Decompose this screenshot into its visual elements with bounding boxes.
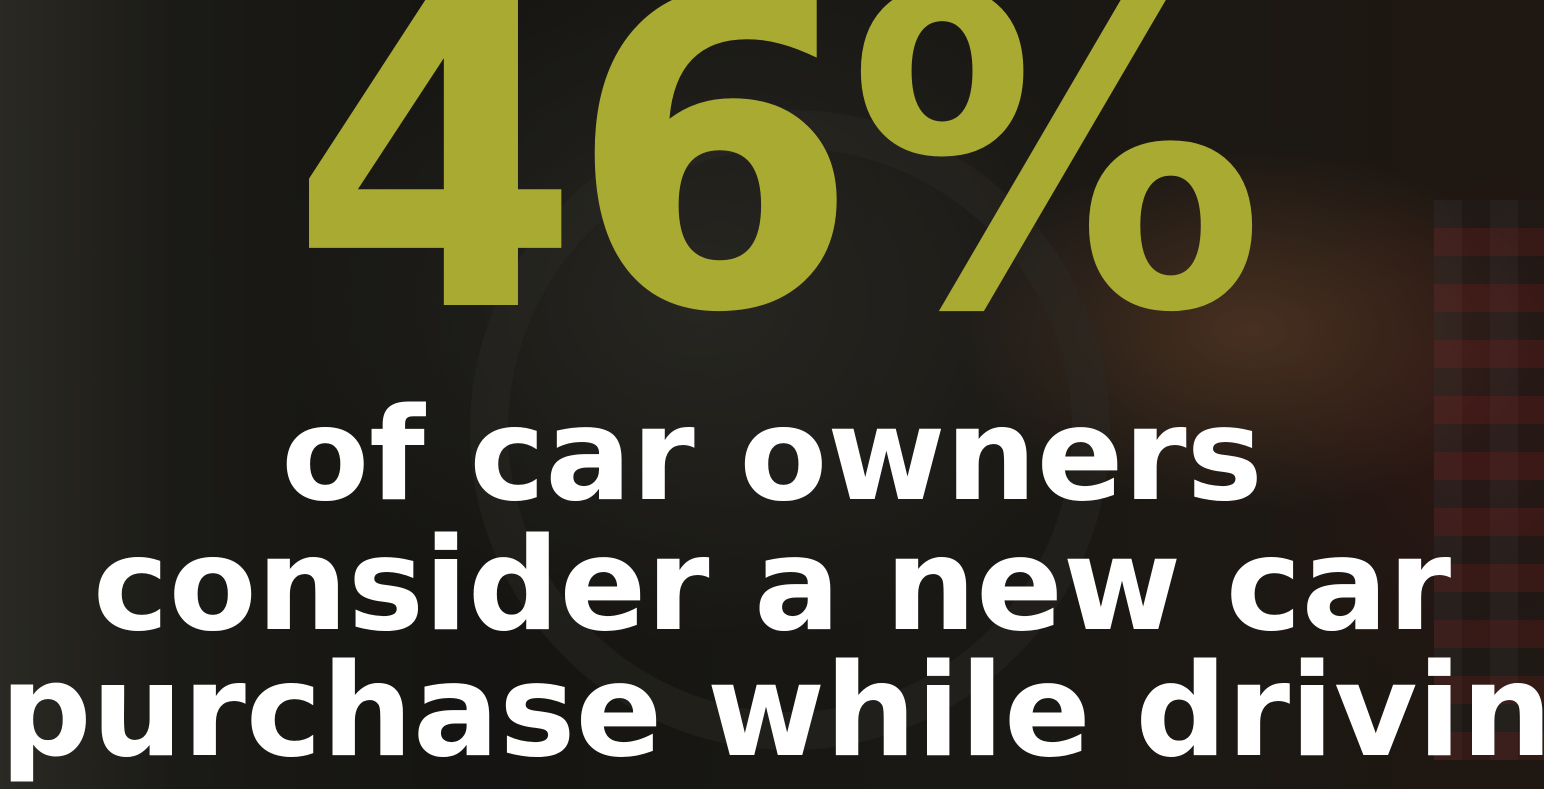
- background-door-shape: [0, 0, 180, 789]
- headline-statistic: 46%: [290, 0, 1265, 407]
- background-shirt-pattern: [1434, 200, 1544, 760]
- caption-line-2: consider a new car: [92, 511, 1452, 660]
- caption-line-3: purchase while driving: [0, 637, 1544, 786]
- caption-line-1: of car owners: [281, 381, 1263, 530]
